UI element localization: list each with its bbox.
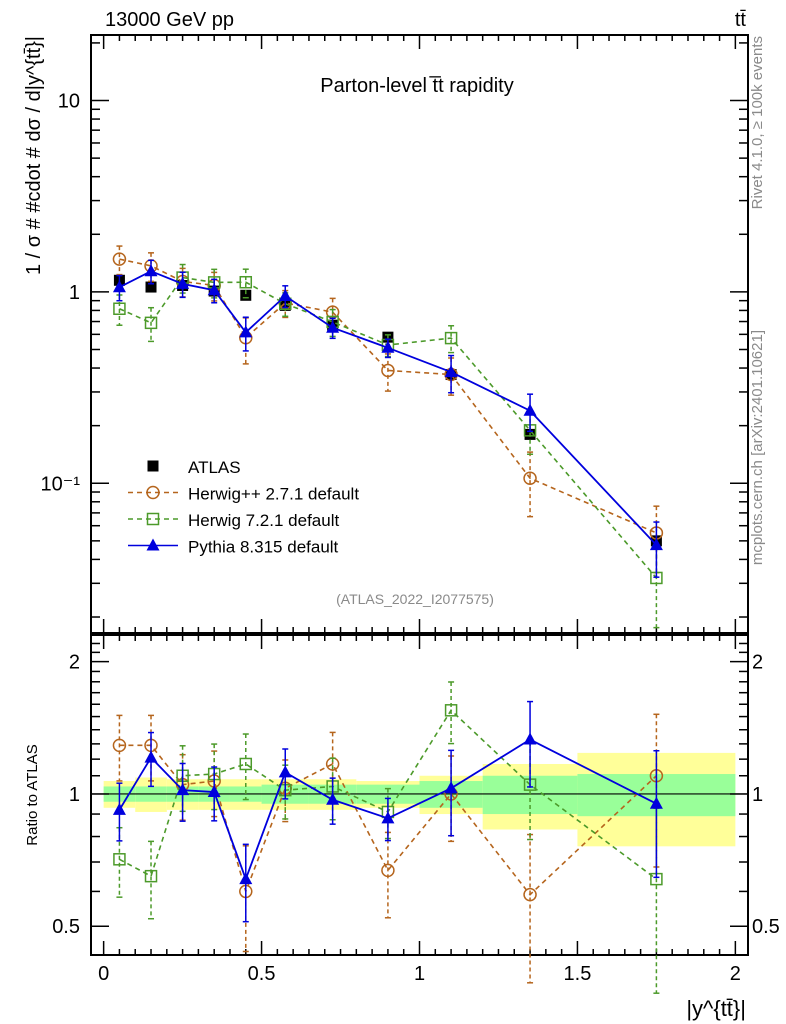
legend-label: Pythia 8.315 default	[188, 538, 339, 557]
ratio-y-tick-label-right: 0.5	[752, 916, 780, 938]
ratio-y-tick-label-left: 0.5	[52, 916, 80, 938]
legend-marker-atlas	[147, 460, 159, 472]
legend-marker	[146, 538, 160, 551]
legend-marker	[146, 512, 160, 526]
data-point	[239, 757, 253, 771]
header-right: tt̄	[735, 9, 747, 31]
data-point	[649, 796, 663, 809]
data-point	[239, 275, 253, 289]
data-point	[239, 872, 253, 885]
data-point	[381, 363, 395, 378]
legend-label: Herwig 7.2.1 default	[188, 511, 339, 530]
x-tick-label: 0	[98, 963, 109, 985]
x-axis-label: |y^{tt̄}|	[686, 996, 746, 1021]
main-title: Parton-level t̅t rapidity	[320, 75, 513, 97]
legend-marker	[146, 485, 160, 500]
ratio-y-tick-label-left: 2	[69, 652, 80, 674]
data-point	[207, 283, 221, 296]
ratio-y-tick-label-right: 2	[752, 652, 763, 674]
data-point	[112, 802, 126, 815]
data-point	[523, 403, 537, 416]
series-line-main	[119, 258, 657, 534]
legend: ATLAS Herwig++ 2.7.1 default Herwig 7.2.1 …	[128, 458, 359, 557]
series-pythia-8-315-default	[112, 259, 663, 923]
series-line-main	[119, 270, 658, 546]
ratio-y-axis-label: Ratio to ATLAS	[24, 744, 41, 845]
ratio-y-tick-label-right: 1	[752, 784, 763, 806]
data-point	[144, 264, 158, 277]
legend-label: Herwig++ 2.7.1 default	[188, 485, 359, 504]
x-tick-label: 1	[414, 963, 425, 985]
watermark: (ATLAS_2022_I2077575)	[336, 591, 494, 607]
data-point	[144, 316, 158, 330]
legend-label: ATLAS	[188, 458, 241, 477]
data-point	[113, 302, 126, 315]
data-point	[444, 331, 458, 345]
data-point	[144, 869, 158, 883]
side-text-upper: Rivet 4.1.0, ≥ 100k events	[749, 36, 766, 209]
data-point	[444, 365, 458, 378]
x-tick-label: 1.5	[564, 963, 592, 985]
data-point	[112, 738, 127, 753]
data-point	[523, 732, 537, 745]
data-point	[239, 325, 253, 338]
data-point	[523, 887, 537, 902]
series-line-main	[119, 276, 658, 579]
y-tick-label: 1	[69, 282, 80, 304]
data-point	[207, 785, 221, 798]
data-point	[278, 765, 292, 778]
data-point	[176, 783, 190, 796]
header-left: 13000 GeV pp	[105, 9, 234, 31]
y-axis-label: 1 / σ # #cdot # dσ / d|y^{tt̄}|	[23, 36, 45, 275]
side-text-lower: mcplots.cern.ch [arXiv:2401.10621]	[749, 330, 766, 565]
x-tick-label: 0.5	[248, 963, 276, 985]
data-point	[381, 811, 395, 824]
data-point	[112, 252, 127, 266]
x-tick-label: 2	[730, 963, 741, 985]
series-line-ratio	[119, 744, 657, 896]
data-point	[326, 792, 340, 805]
y-tick-label: 10⁻¹	[41, 473, 81, 495]
data-point	[444, 781, 458, 794]
data-point	[112, 280, 126, 293]
data-point	[381, 863, 395, 878]
data-point	[523, 471, 537, 486]
data-point	[144, 750, 158, 763]
data-point	[444, 704, 458, 717]
data-point	[176, 276, 190, 289]
data-point	[326, 320, 340, 333]
y-tick-label: 10	[58, 91, 80, 113]
data-point	[381, 340, 395, 353]
ratio-y-tick-label-left: 1	[69, 784, 80, 806]
data-point	[649, 538, 663, 551]
data-point	[113, 853, 126, 866]
atlas-data-point	[145, 281, 157, 293]
data-point	[278, 288, 292, 301]
atlas-data-point	[240, 289, 252, 301]
